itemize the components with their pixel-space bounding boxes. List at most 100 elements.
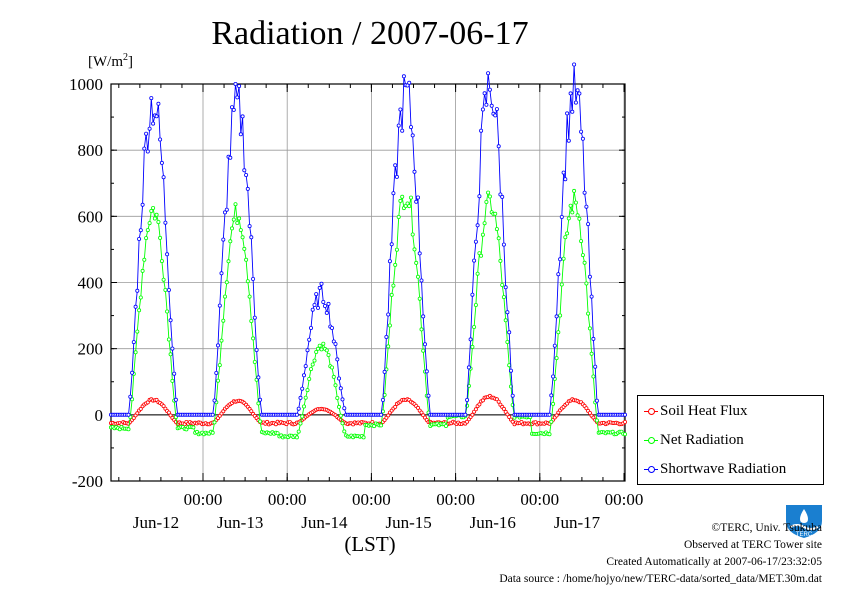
legend-label: Net Radiation xyxy=(660,432,744,448)
series-point xyxy=(333,383,338,388)
series-point xyxy=(412,169,417,174)
series-point xyxy=(554,356,559,361)
footer-copyright: ©TERC, Univ. Tsukuba xyxy=(711,522,822,534)
series-point xyxy=(496,399,501,404)
x-tick-date: Jun-12 xyxy=(133,513,179,532)
series-point xyxy=(335,395,340,400)
legend-item-net-radiation: Net Radiation xyxy=(638,430,823,450)
series-point xyxy=(473,407,478,412)
series-point xyxy=(217,303,222,308)
series-point xyxy=(151,121,156,126)
series-point xyxy=(573,200,578,205)
x-tick-date: Jun-16 xyxy=(470,513,516,532)
series-point xyxy=(586,311,591,316)
series-point xyxy=(380,397,385,402)
series-point xyxy=(482,91,487,96)
series-point xyxy=(137,308,142,313)
series-point xyxy=(228,155,233,160)
series-point xyxy=(577,91,582,96)
series-point xyxy=(412,247,417,252)
series-point xyxy=(407,80,412,85)
series-point xyxy=(419,327,424,332)
series-point xyxy=(326,301,331,306)
series-point xyxy=(587,274,592,279)
x-tick-date: Jun-17 xyxy=(554,513,601,532)
series-point xyxy=(147,221,152,226)
plot-frame xyxy=(110,83,626,482)
series-point xyxy=(496,144,501,149)
y-tick-label: 600 xyxy=(78,207,104,226)
series-point xyxy=(258,419,263,424)
series-point xyxy=(256,375,261,380)
series-point xyxy=(556,272,561,277)
series-point xyxy=(551,401,556,406)
series-point xyxy=(131,415,136,420)
series-point xyxy=(386,312,391,317)
series-point xyxy=(319,347,324,352)
series-point xyxy=(587,410,592,415)
series-point xyxy=(317,343,322,348)
series-point xyxy=(384,334,389,339)
series-point xyxy=(275,431,280,436)
series-point xyxy=(219,338,224,343)
series-point xyxy=(417,296,422,301)
series-point xyxy=(426,393,431,398)
series-point xyxy=(415,274,420,279)
series-point xyxy=(161,277,166,282)
series-point xyxy=(240,114,245,119)
series-point xyxy=(135,329,140,334)
footer-observed: Observed at TERC Tower site xyxy=(683,539,822,551)
series-point xyxy=(294,435,299,440)
series-point xyxy=(422,342,427,347)
series-point xyxy=(475,271,480,276)
series-point xyxy=(579,129,584,134)
y-unit-label: [W/m2] xyxy=(88,52,133,70)
legend: Soil Heat Flux Net Radiation Shortwave R… xyxy=(637,395,824,485)
series-point xyxy=(140,268,145,273)
series-point xyxy=(215,378,220,383)
series-point xyxy=(386,344,391,349)
series-point xyxy=(247,224,252,229)
series-point xyxy=(424,369,429,374)
series-point xyxy=(382,369,387,374)
x-tick-time: 00:00 xyxy=(436,490,475,509)
series-point xyxy=(570,210,575,215)
series-point xyxy=(477,402,482,407)
series-point xyxy=(573,100,578,105)
series-point xyxy=(300,386,305,391)
series-point xyxy=(501,295,506,300)
series-point xyxy=(156,219,161,224)
series-point xyxy=(312,302,317,307)
series-point xyxy=(229,105,234,110)
series-point xyxy=(329,365,334,370)
series-point xyxy=(470,412,475,417)
series-point xyxy=(501,242,506,247)
series-point xyxy=(138,406,143,411)
series-point xyxy=(222,294,227,299)
terc-logo-icon: TERC xyxy=(786,505,822,538)
series-point xyxy=(147,126,152,131)
series-point xyxy=(312,358,317,363)
series-point xyxy=(233,202,238,207)
series-point xyxy=(307,337,312,342)
series-point xyxy=(580,136,585,141)
series-point xyxy=(577,216,582,221)
series-point xyxy=(480,398,485,403)
series-point xyxy=(315,305,320,310)
series-point xyxy=(296,406,301,411)
series-point xyxy=(237,216,242,221)
series-point xyxy=(361,435,366,440)
series-point xyxy=(242,246,247,251)
series-point xyxy=(556,330,561,335)
series-point xyxy=(393,262,398,267)
series-point xyxy=(151,205,156,210)
series-point xyxy=(473,239,478,244)
series-point xyxy=(463,412,468,417)
series-point xyxy=(128,394,133,399)
series-point xyxy=(475,223,480,228)
series-point xyxy=(582,260,587,265)
series-point xyxy=(549,419,554,424)
series-point xyxy=(237,84,242,89)
series-point xyxy=(623,419,628,424)
series-point xyxy=(231,217,236,222)
